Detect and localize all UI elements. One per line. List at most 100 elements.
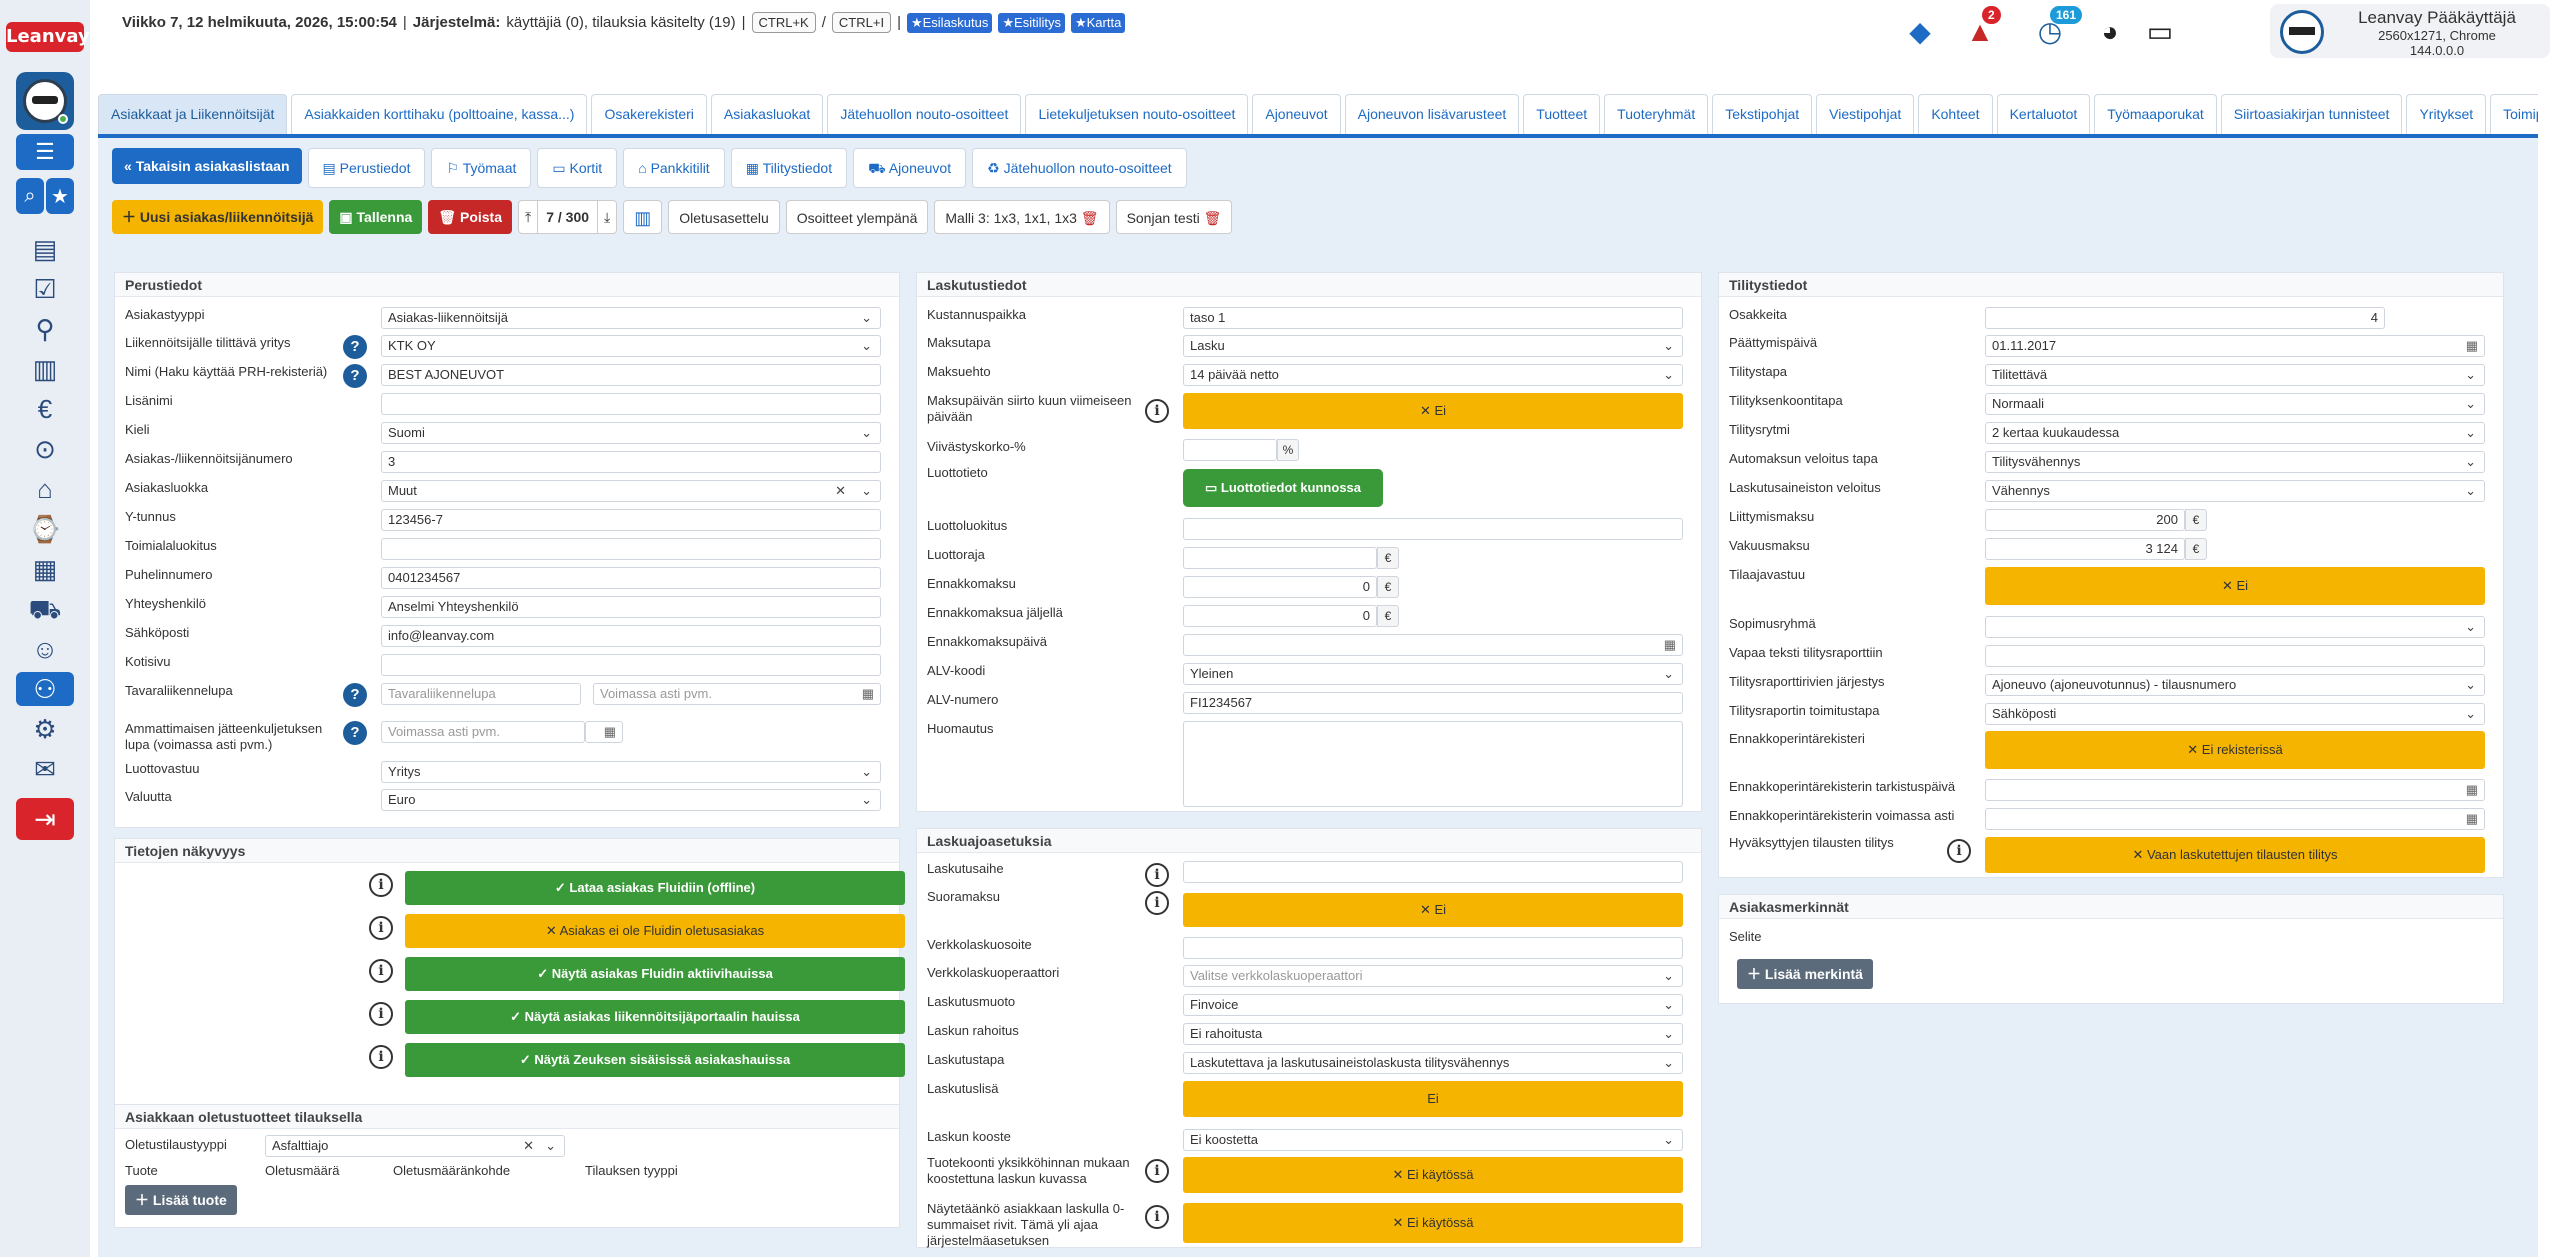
sonja-test-button[interactable]: Sonjan testi 🗑: [1115, 200, 1233, 234]
register-check-date-field[interactable]: ▦: [1985, 779, 2485, 801]
extra-name-field[interactable]: [381, 393, 881, 415]
default-customer-toggle[interactable]: ✕ Asiakas ei ole Fluidin oletusasiakas: [405, 914, 905, 948]
info-icon[interactable]: i: [1145, 399, 1169, 423]
customer-number-field[interactable]: 3: [381, 451, 881, 473]
invoice-surcharge-toggle[interactable]: Ei: [1183, 1081, 1683, 1117]
late-interest-field[interactable]: [1183, 439, 1277, 461]
tab-3[interactable]: Asiakasluokat: [710, 94, 824, 134]
prepayment-field[interactable]: 0: [1183, 576, 1377, 598]
app-logo[interactable]: Leanvay: [6, 22, 90, 52]
license-valid-until-field[interactable]: Voimassa asti pvm. ▦: [593, 683, 881, 705]
payment-method-select[interactable]: Lasku ⌄: [1183, 335, 1683, 357]
subtab-2[interactable]: ▭ Kortit: [537, 148, 618, 188]
star-icon[interactable]: ★: [46, 178, 74, 214]
layout-icon[interactable]: ▥: [623, 200, 663, 234]
direct-payment-toggle[interactable]: ✕ Ei: [1183, 893, 1683, 927]
tab-2[interactable]: Osakerekisteri: [591, 94, 707, 134]
e-invoice-address-field[interactable]: [1183, 937, 1683, 959]
shares-field[interactable]: 4: [1985, 307, 2385, 329]
user-clock-icon[interactable]: ☺: [31, 634, 59, 664]
email-field[interactable]: info@leanvay.com: [381, 625, 881, 647]
gears-icon[interactable]: ⚙: [33, 714, 57, 744]
search-icon[interactable]: ⌕: [16, 178, 44, 214]
credit-rating-field[interactable]: [1183, 518, 1683, 540]
logout-icon[interactable]: ⇥: [16, 798, 74, 840]
cube-icon[interactable]: ◆: [1909, 16, 1931, 47]
material-fee-select[interactable]: Vähennys ⌄: [1985, 480, 2485, 502]
info-icon[interactable]: i: [369, 873, 393, 897]
report-delivery-select[interactable]: Sähköposti ⌄: [1985, 703, 2485, 725]
info-icon[interactable]: i: [1145, 1159, 1169, 1183]
contract-group-select[interactable]: ⌄: [1985, 616, 2485, 638]
help-icon[interactable]: ?: [343, 364, 367, 388]
layout-template-button[interactable]: Malli 3: 1x3, 1x1, 1x3 🗑: [934, 200, 1110, 234]
contact-person-field[interactable]: Anselmi Yhteyshenkilö: [381, 596, 881, 618]
info-icon[interactable]: i: [1145, 1205, 1169, 1229]
ctrl-i-shortcut[interactable]: CTRL+I: [831, 12, 892, 33]
waste-license-field[interactable]: Voimassa asti pvm.: [381, 721, 585, 743]
subtab-1[interactable]: ⚐ Työmaat: [431, 148, 532, 188]
save-button[interactable]: ▣ Tallenna: [329, 200, 423, 234]
help-icon[interactable]: ?: [343, 335, 367, 359]
prepayment-date-field[interactable]: ▦: [1183, 634, 1683, 656]
register-valid-until-field[interactable]: ▦: [1985, 808, 2485, 830]
tab-14[interactable]: Työmaaporukat: [2094, 94, 2217, 134]
industry-field[interactable]: [381, 538, 881, 560]
globe-icon[interactable]: ◕: [2101, 16, 2119, 47]
users-settings-icon[interactable]: ⚇: [16, 672, 74, 706]
prepayment-register-toggle[interactable]: ✕ Ei rekisterissä: [1985, 731, 2485, 769]
tab-1[interactable]: Asiakkaiden korttihaku (polttoaine, kass…: [291, 94, 588, 134]
document-clock-icon[interactable]: ⌚: [28, 514, 62, 544]
tab-5[interactable]: Lietekuljetuksen nouto-osoitteet: [1025, 94, 1249, 134]
info-icon[interactable]: i: [369, 1045, 393, 1069]
credit-status-button[interactable]: ▭ Luottotiedot kunnossa: [1183, 469, 1383, 507]
help-icon[interactable]: ?: [343, 683, 367, 707]
business-id-field[interactable]: 123456-7: [381, 509, 881, 531]
tab-12[interactable]: Kohteet: [1918, 94, 1993, 134]
info-icon[interactable]: i: [1145, 891, 1169, 915]
subtab-0[interactable]: ▤ Perustiedot: [307, 148, 426, 188]
subtab-5[interactable]: ⛟ Ajoneuvot: [853, 148, 967, 188]
subtab-6[interactable]: ♻ Jätehuollon nouto-osoitteet: [972, 148, 1187, 188]
next-record-icon[interactable]: ⤓: [597, 201, 616, 233]
user-avatar[interactable]: [16, 72, 74, 130]
esitilitys-button[interactable]: ★Esitilitys: [998, 12, 1065, 33]
info-icon[interactable]: i: [1145, 863, 1169, 887]
language-select[interactable]: Suomi ⌄: [381, 422, 881, 444]
clipboard-icon[interactable]: ☑: [33, 274, 57, 304]
deposit-fee-field[interactable]: 3 124: [1985, 538, 2185, 560]
user-menu[interactable]: Leanvay Pääkäyttäjä 2560x1271, Chrome 144…: [2270, 4, 2550, 58]
active-search-toggle[interactable]: ✓ Näytä asiakas Fluidin aktiivihauissa: [405, 957, 905, 991]
tab-4[interactable]: Jätehuollon nouto-osoitteet: [827, 94, 1022, 134]
ctrl-k-shortcut[interactable]: CTRL+K: [751, 12, 816, 33]
tab-7[interactable]: Ajoneuvon lisävarusteet: [1344, 94, 1520, 134]
tab-10[interactable]: Tekstipohjat: [1712, 94, 1813, 134]
settlement-rhythm-select[interactable]: 2 kertaa kuukaudessa ⌄: [1985, 422, 2485, 444]
homepage-field[interactable]: [381, 654, 881, 676]
approved-orders-toggle[interactable]: ✕ Vaan laskutettujen tilausten tilitys: [1985, 837, 2485, 873]
settlement-method-select[interactable]: Tilitettävä ⌄: [1985, 364, 2485, 386]
tab-13[interactable]: Kertaluotot: [1996, 94, 2091, 134]
payment-terms-select[interactable]: 14 päivää netto ⌄: [1183, 364, 1683, 386]
credit-responsibility-select[interactable]: Yritys ⌄: [381, 761, 881, 783]
addresses-top-button[interactable]: Osoitteet ylempänä: [785, 200, 929, 234]
list-icon[interactable]: ☰: [16, 134, 74, 170]
info-icon[interactable]: i: [1947, 839, 1971, 863]
subtab-3[interactable]: ⌂ Pankkitilit: [623, 148, 725, 188]
kartta-button[interactable]: ★Kartta: [1070, 12, 1126, 33]
name-field[interactable]: BEST AJONEUVOT: [381, 364, 881, 386]
delete-button[interactable]: 🗑 Poista: [428, 200, 512, 234]
end-date-field[interactable]: 01.11.2017 ▦: [1985, 335, 2485, 357]
offline-toggle[interactable]: ✓ Lataa asiakas Fluidiin (offline): [405, 871, 905, 905]
monitor-icon[interactable]: ▭: [2146, 16, 2174, 47]
document-icon[interactable]: ▦: [32, 554, 58, 584]
report-row-order-select[interactable]: Ajoneuvo (ajoneuvotunnus) - tilausnumero…: [1985, 674, 2485, 696]
subtab-4[interactable]: ▦ Tilitystiedot: [730, 148, 848, 188]
credit-limit-field[interactable]: [1183, 547, 1377, 569]
vat-code-select[interactable]: Yleinen ⌄: [1183, 663, 1683, 685]
add-note-button[interactable]: ＋ Lisää merkintä: [1737, 959, 1873, 989]
tab-6[interactable]: Ajoneuvot: [1252, 94, 1341, 134]
company-select[interactable]: KTK OY ⌄: [381, 335, 881, 357]
tab-17[interactable]: Toimipisteet: [2490, 94, 2538, 134]
warehouse-icon[interactable]: ⌂: [37, 474, 53, 504]
